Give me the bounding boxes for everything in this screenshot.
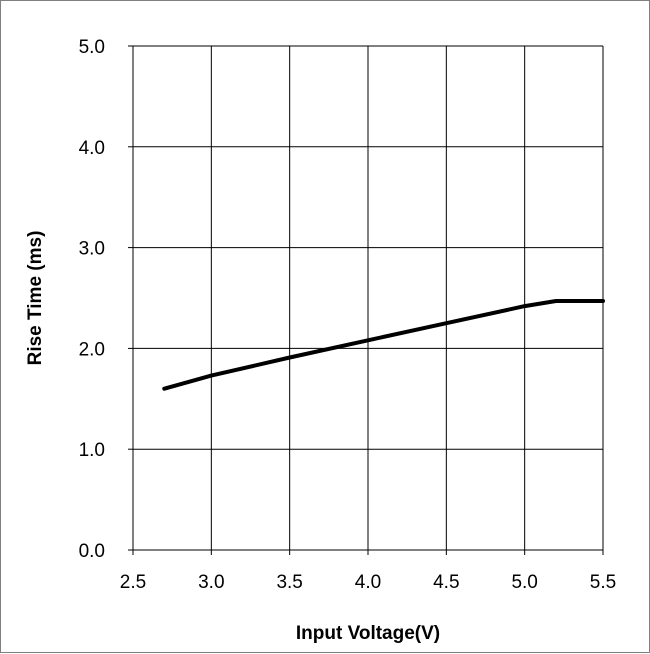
x-tick-label: 4.5 (433, 572, 459, 593)
axis-ticks (128, 45, 604, 555)
x-tick-label: 4.0 (355, 572, 381, 593)
x-tick-label: 5.0 (511, 572, 537, 593)
x-tick-label: 3.5 (276, 572, 302, 593)
y-tick-label: 1.0 (79, 440, 105, 461)
series-line (162, 299, 605, 391)
x-tick-label: 3.0 (198, 572, 224, 593)
y-tick-label: 4.0 (79, 138, 105, 159)
y-tick-label: 5.0 (79, 37, 105, 58)
grid (132, 45, 604, 551)
x-axis-title: Input Voltage(V) (296, 623, 440, 644)
y-axis-title: Rise Time (ms) (25, 231, 46, 366)
series-layer (162, 299, 605, 391)
y-tick-label: 2.0 (79, 339, 105, 360)
x-tick-label: 2.5 (120, 572, 146, 593)
tick-labels: 2.5 3.0 3.5 4.0 4.5 5.0 5.5 0.0 1.0 2.0 3.0 4.0 5.0 (79, 37, 617, 593)
y-tick-label: 3.0 (79, 239, 105, 260)
y-tick-label: 0.0 (79, 541, 105, 562)
x-tick-label: 5.5 (590, 572, 616, 593)
